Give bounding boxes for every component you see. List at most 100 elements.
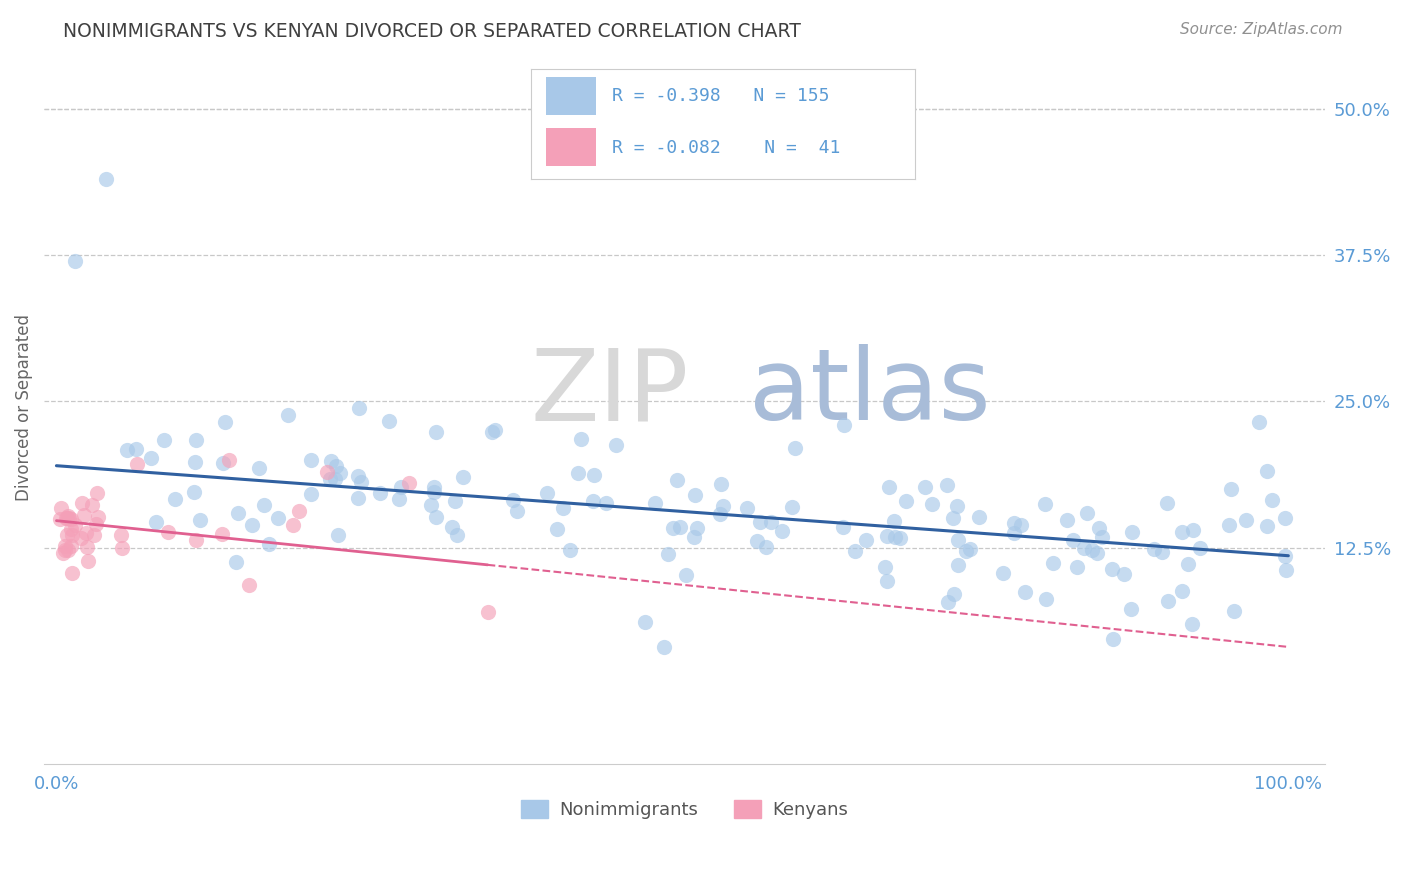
Point: [83, 528, 105, 542]
Point: [477, 605, 499, 619]
Point: [1121, 602, 1143, 616]
Point: [967, 509, 990, 524]
Point: [1171, 584, 1194, 599]
Point: [51, 500, 73, 515]
Point: [86, 486, 108, 500]
Point: [1101, 632, 1123, 646]
Point: [183, 454, 205, 468]
Point: [686, 521, 709, 535]
Text: ZIP: ZIP: [531, 344, 689, 442]
Point: [76, 540, 98, 554]
Point: [53, 540, 76, 554]
Point: [218, 453, 240, 467]
Y-axis label: Divorced or Separated: Divorced or Separated: [15, 314, 32, 500]
Point: [582, 468, 605, 483]
Point: [267, 511, 290, 525]
Point: [368, 485, 391, 500]
Point: [1010, 518, 1032, 533]
Point: [398, 475, 420, 490]
Point: [1234, 513, 1257, 527]
Point: [894, 494, 917, 508]
Point: [58, 542, 80, 557]
Point: [1261, 493, 1284, 508]
Point: [125, 458, 148, 472]
Point: [75, 525, 97, 540]
Point: [77, 554, 100, 568]
Point: [710, 476, 733, 491]
Point: [188, 514, 211, 528]
Point: [56, 510, 79, 524]
Point: [735, 501, 758, 516]
Point: [425, 510, 447, 524]
Point: [55, 511, 77, 525]
Point: [711, 499, 734, 513]
Point: [63, 518, 86, 533]
Point: [1091, 530, 1114, 544]
Point: [328, 528, 350, 542]
Point: [943, 587, 966, 601]
Point: [1274, 549, 1296, 563]
Point: [321, 454, 343, 468]
Point: [440, 520, 463, 534]
Point: [1157, 594, 1180, 608]
Point: [1188, 541, 1211, 555]
Point: [879, 480, 901, 494]
Point: [935, 478, 957, 492]
Point: [111, 541, 134, 556]
Point: [346, 469, 368, 483]
Point: [238, 578, 260, 592]
Point: [1112, 567, 1135, 582]
Point: [921, 497, 943, 511]
Point: [186, 433, 208, 447]
Point: [125, 442, 148, 457]
Point: [1150, 545, 1173, 559]
Point: [1062, 533, 1084, 547]
Point: [84, 516, 107, 531]
Point: [546, 523, 568, 537]
Point: [110, 528, 132, 542]
Point: [1081, 543, 1104, 558]
Point: [257, 537, 280, 551]
Point: [329, 466, 352, 480]
Point: [551, 501, 574, 516]
Point: [59, 512, 82, 526]
Point: [378, 414, 401, 428]
Point: [451, 470, 474, 484]
Point: [1274, 563, 1296, 577]
Point: [446, 528, 468, 542]
Point: [157, 525, 180, 540]
Point: [277, 408, 299, 422]
Point: [876, 528, 898, 542]
Point: [214, 415, 236, 429]
Point: [755, 541, 778, 555]
Point: [1073, 541, 1095, 555]
Point: [1014, 585, 1036, 599]
Point: [749, 515, 772, 529]
Point: [80, 498, 103, 512]
Point: [349, 401, 371, 415]
Point: [884, 530, 907, 544]
Point: [1101, 562, 1123, 576]
Point: [299, 486, 322, 500]
Point: [163, 492, 186, 507]
Point: [759, 515, 782, 529]
Point: [844, 543, 866, 558]
Point: [153, 433, 176, 447]
Point: [72, 496, 94, 510]
Point: [1042, 556, 1064, 570]
Point: [183, 484, 205, 499]
Point: [875, 560, 897, 574]
Point: [56, 528, 79, 542]
Point: [605, 437, 627, 451]
Point: [1247, 415, 1270, 429]
Point: [1033, 497, 1056, 511]
Point: [1002, 525, 1025, 540]
Point: [938, 595, 960, 609]
Point: [59, 539, 82, 553]
Point: [228, 506, 250, 520]
Legend: Nonimmigrants, Kenyans: Nonimmigrants, Kenyans: [515, 792, 855, 826]
Point: [567, 466, 589, 480]
Point: [211, 526, 233, 541]
Point: [558, 542, 581, 557]
Point: [389, 480, 412, 494]
